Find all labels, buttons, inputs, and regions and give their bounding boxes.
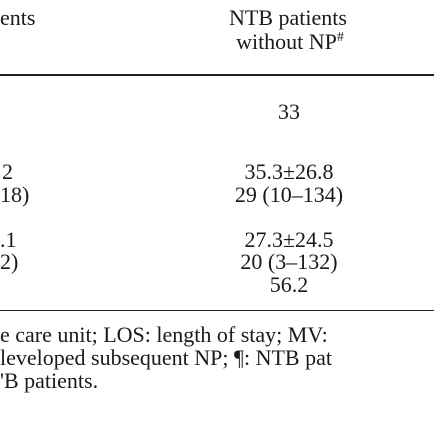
cell: 33 — [278, 99, 300, 124]
header-mark: # — [336, 30, 344, 45]
cell: 27.3±24.5 — [244, 227, 334, 252]
header-cell: NTB patients — [229, 5, 347, 30]
footnote-line: 'B patients. — [0, 368, 99, 393]
cell: 20 (3–132) — [240, 249, 338, 274]
cell: .1 — [0, 227, 17, 252]
footnote-line: e care unit; LOS: length of stay; MV: — [0, 322, 328, 347]
header-cell: without NP# — [236, 30, 344, 54]
table-rule — [0, 310, 434, 311]
cell: 56.2 — [269, 272, 309, 297]
cell: 35.3±26.8 — [244, 159, 334, 184]
cell: 18) — [0, 182, 30, 207]
cell: 2 — [2, 159, 13, 184]
cell: 29 (10–134) — [234, 182, 344, 207]
header-cell: ents — [0, 5, 36, 30]
footnote-line: leveloped subsequent NP; ¶: NTB pat — [0, 345, 332, 370]
header-text: without NP — [236, 29, 337, 54]
table-rule — [0, 74, 434, 76]
cell: 2) — [0, 249, 19, 274]
